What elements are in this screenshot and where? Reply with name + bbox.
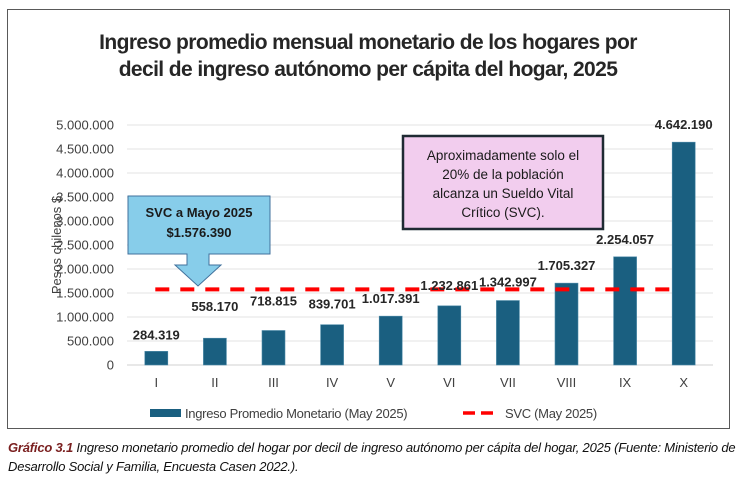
caption-text: Ingreso monetario promedio del hogar por… bbox=[8, 440, 736, 474]
legend-label-bars: Ingreso Promedio Monetario (May 2025) bbox=[185, 406, 407, 421]
y-axis-ticks: 0 500.000 1.000.000 1.500.000 2.000.000 2.500… bbox=[56, 118, 114, 373]
data-label: 2.254.057 bbox=[596, 232, 654, 247]
y-tick-label: 0 bbox=[107, 358, 114, 373]
y-tick-label: 3.000.000 bbox=[56, 214, 114, 229]
data-label: 4.642.190 bbox=[655, 117, 713, 132]
y-tick-label: 4.500.000 bbox=[56, 142, 114, 157]
bar-decil-IX bbox=[613, 256, 637, 366]
caption-label: Gráfico 3.1 bbox=[8, 440, 73, 455]
note-box-rect bbox=[401, 134, 605, 231]
y-tick-label: 1.000.000 bbox=[56, 310, 114, 325]
note-line-4: Crítico (SVC). bbox=[461, 205, 544, 220]
bar-decil-IV bbox=[320, 324, 344, 366]
data-label: 558.170 bbox=[191, 299, 238, 314]
note-box: Aproximadamente solo el 20% de la poblac… bbox=[401, 134, 605, 231]
chart-title-line-2: decil de ingreso autónomo per cápita del… bbox=[119, 58, 619, 81]
y-tick-label: 500.000 bbox=[67, 334, 114, 349]
y-tick-label: 3.500.000 bbox=[56, 190, 114, 205]
bar-decil-X bbox=[671, 141, 696, 366]
bar-decil-II bbox=[203, 337, 227, 366]
data-label: 1.342.997 bbox=[479, 275, 537, 290]
x-tick-label: I bbox=[154, 375, 158, 390]
bar-decil-VII bbox=[496, 300, 520, 366]
y-tick-label: 1.500.000 bbox=[56, 286, 114, 301]
y-tick-label: 2.000.000 bbox=[56, 262, 114, 277]
y-tick-label: 2.500.000 bbox=[56, 238, 114, 253]
data-label: 1.017.391 bbox=[362, 291, 420, 306]
bars bbox=[144, 141, 696, 366]
data-labels: 284.319 558.170 718.815 839.701 1.017.3911.2… bbox=[133, 117, 713, 342]
y-tick-label: 4.000.000 bbox=[56, 166, 114, 181]
bar-decil-VI bbox=[437, 305, 462, 366]
bar-decil-VIII bbox=[554, 282, 579, 366]
note-line-3: alcanza un Sueldo Vital bbox=[433, 186, 574, 201]
data-label: 1.232.861 bbox=[420, 278, 478, 293]
legend: Ingreso Promedio Monetario (May 2025) SV… bbox=[150, 406, 597, 421]
x-tick-label: X bbox=[679, 375, 688, 390]
legend-swatch-bars bbox=[150, 409, 181, 417]
x-tick-label: II bbox=[211, 375, 218, 390]
figure-caption: Gráfico 3.1 Ingreso monetario promedio d… bbox=[8, 438, 736, 476]
note-line-1: Aproximadamente solo el bbox=[427, 148, 579, 163]
legend-label-svc: SVC (May 2025) bbox=[505, 406, 597, 421]
x-tick-label: VII bbox=[500, 375, 516, 390]
x-tick-label: VI bbox=[443, 375, 455, 390]
y-tick-label: 5.000.000 bbox=[56, 118, 114, 133]
data-label: 284.319 bbox=[133, 327, 180, 342]
x-tick-label: VIII bbox=[557, 375, 577, 390]
data-label: 839.701 bbox=[309, 297, 356, 312]
svc-callout-shape bbox=[127, 195, 271, 287]
y-axis-label: Pesos chilenos $ bbox=[49, 195, 64, 294]
data-label: 718.815 bbox=[250, 293, 297, 308]
bar-decil-V bbox=[378, 315, 403, 366]
data-label: 1.705.327 bbox=[538, 258, 596, 273]
svc-callout: SVC a Mayo 2025 $1.576.390 bbox=[127, 195, 271, 287]
x-axis-ticks: I II III IV V VI VII VIII IX X bbox=[154, 375, 688, 390]
x-tick-label: III bbox=[268, 375, 279, 390]
bar-decil-III bbox=[261, 330, 286, 366]
x-tick-label: IV bbox=[326, 375, 339, 390]
svc-callout-line-1: SVC a Mayo 2025 bbox=[146, 205, 253, 220]
chart-title-line-1: Ingreso promedio mensual monetario de lo… bbox=[99, 31, 637, 54]
bar-decil-I bbox=[144, 351, 169, 366]
note-line-2: 20% de la población bbox=[442, 167, 564, 182]
x-tick-label: IX bbox=[619, 375, 632, 390]
x-tick-label: V bbox=[386, 375, 395, 390]
svc-callout-line-2: $1.576.390 bbox=[166, 225, 231, 240]
